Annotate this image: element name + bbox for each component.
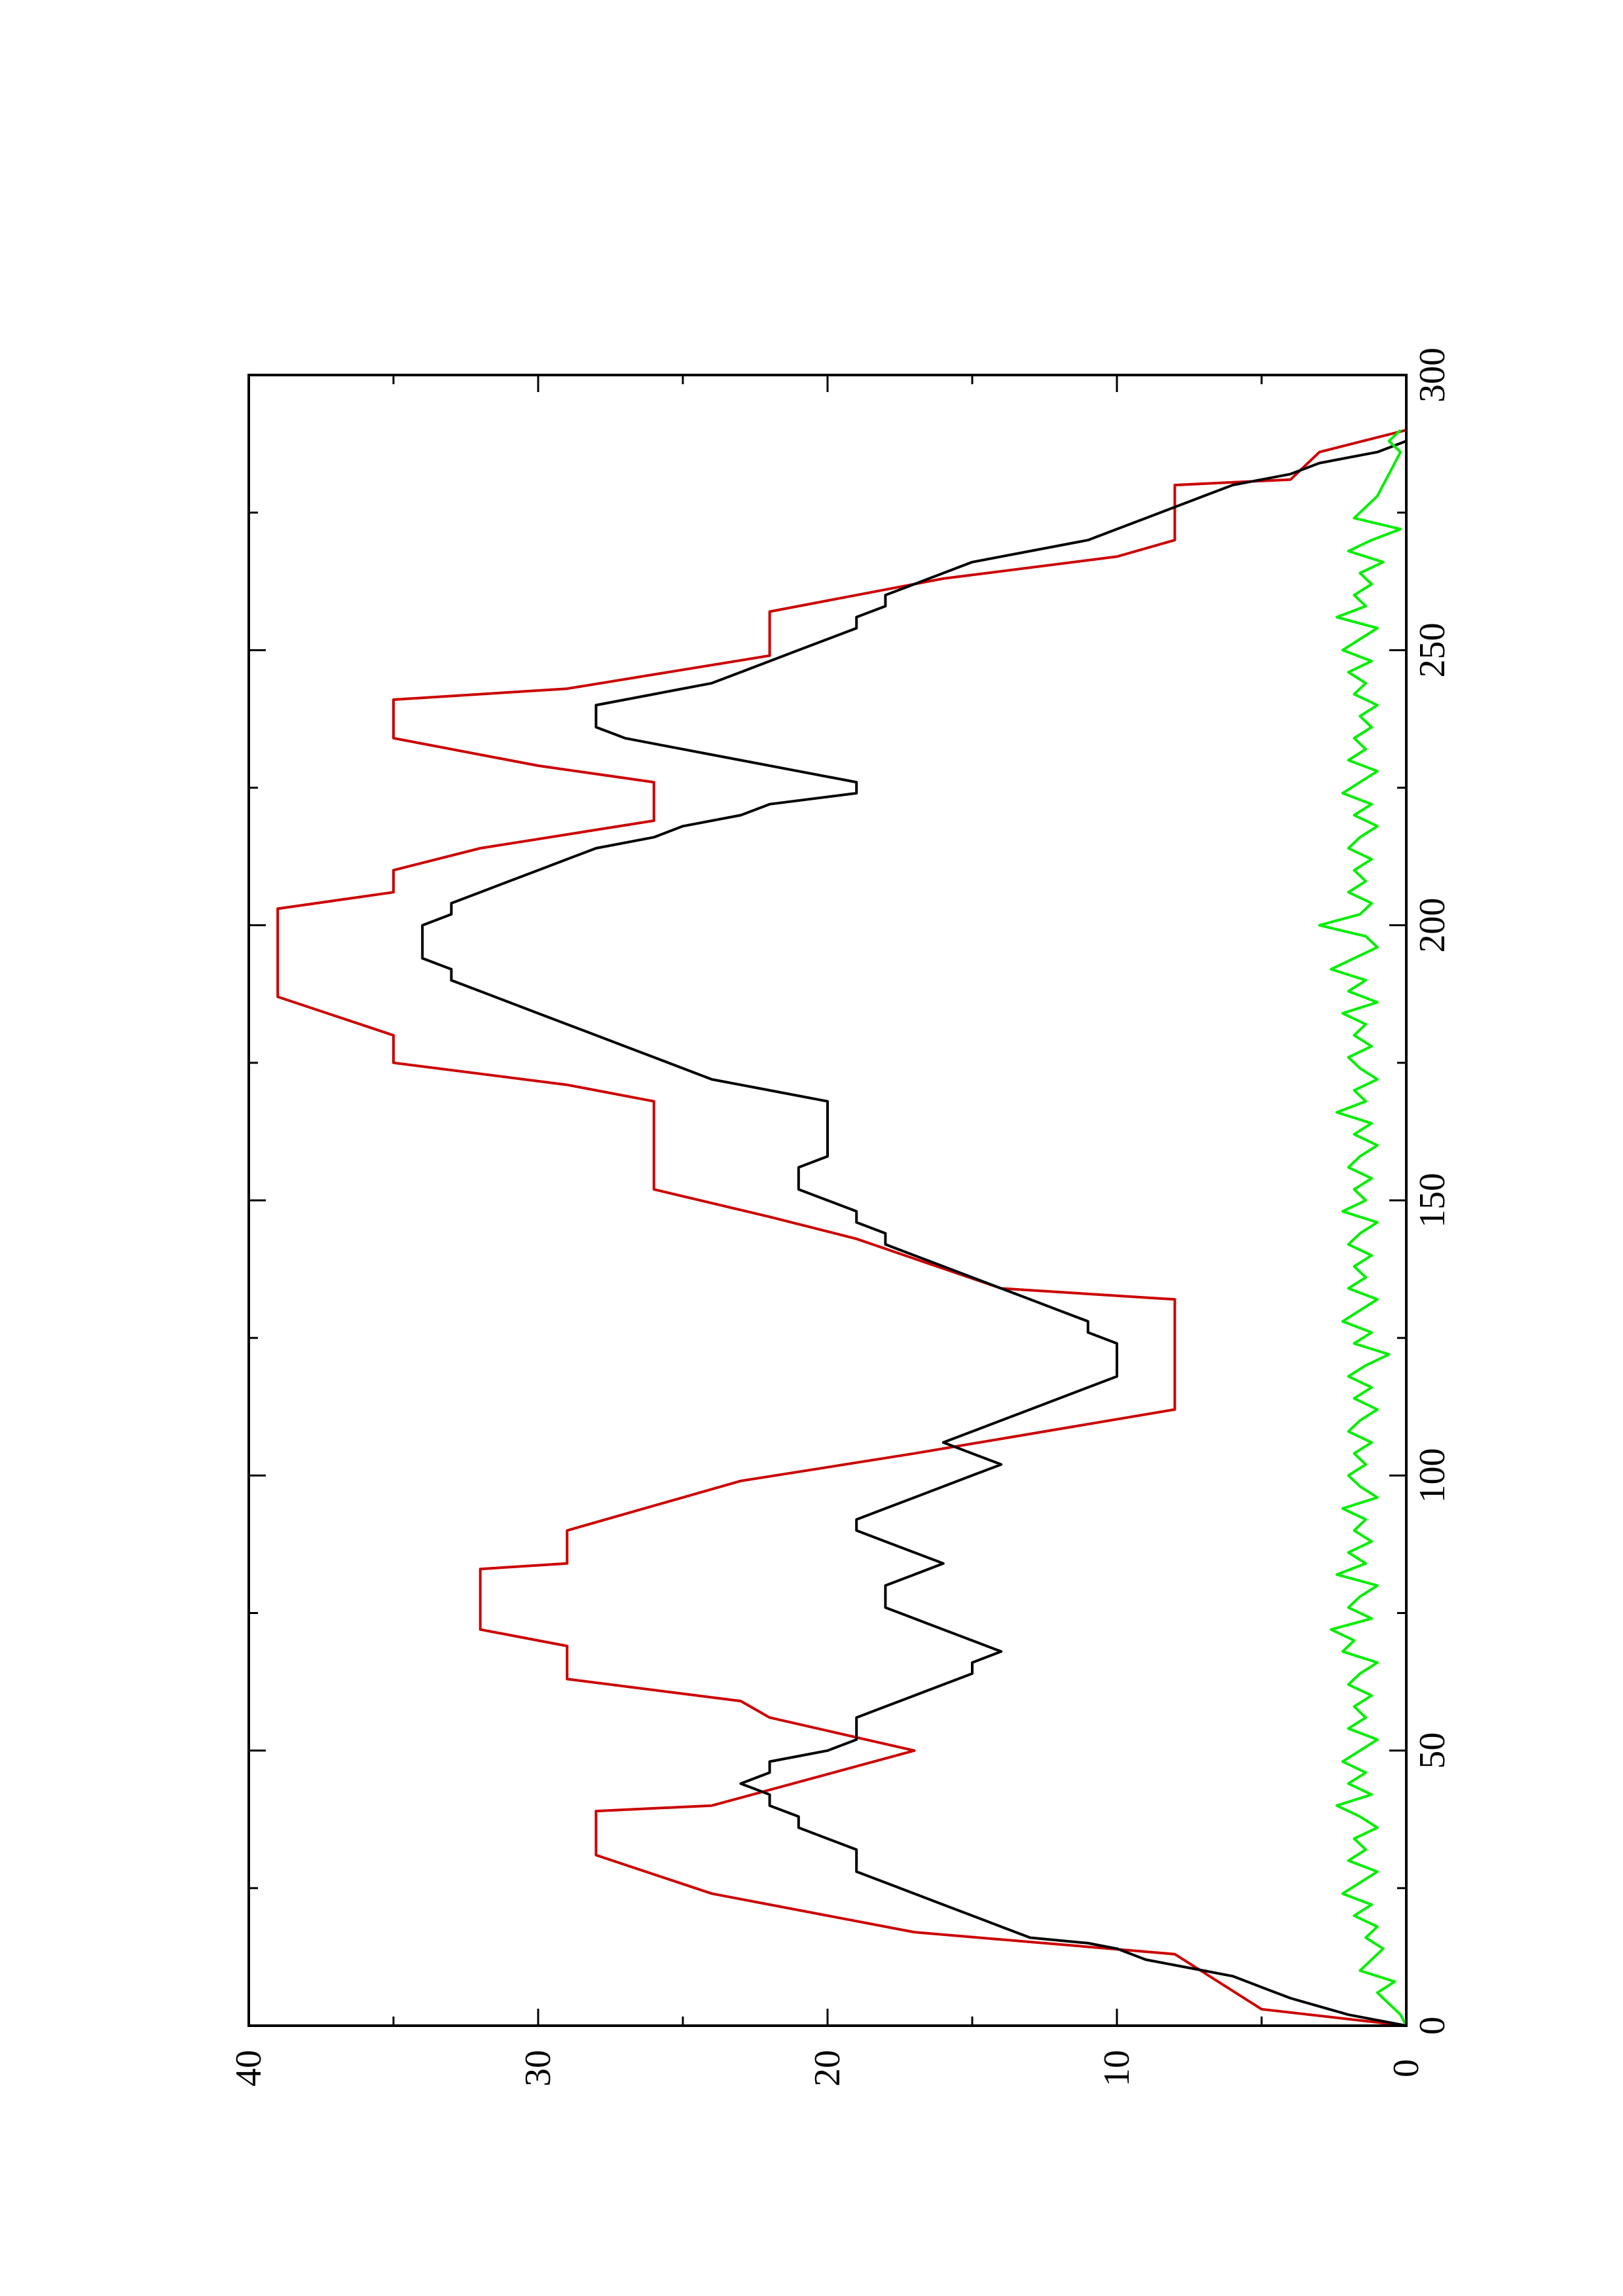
y-tick-label: 10: [1097, 2050, 1137, 2087]
tick-layer: 0 50 100 150 200 250 300 0 10 20 30 40: [228, 348, 1453, 2087]
series-layer: [276, 429, 1408, 2027]
x-tick-label: 200: [1412, 898, 1453, 953]
series-red-line: [276, 429, 1407, 2027]
y-tick-label: 30: [518, 2050, 558, 2087]
x-tick-label: 100: [1412, 1448, 1453, 1503]
y-tick-label: 40: [228, 2050, 269, 2087]
series-black-line: [421, 430, 1408, 2027]
y-tick-label: 0: [1386, 2059, 1427, 2077]
x-tick-label: 0: [1412, 2017, 1453, 2035]
y-tick-label: 20: [807, 2050, 848, 2087]
series-green-line: [1318, 429, 1408, 2026]
x-tick-label: 50: [1412, 1732, 1453, 1769]
x-tick-label: 150: [1412, 1173, 1453, 1228]
x-tick-label: 300: [1412, 348, 1453, 403]
x-tick-label: 250: [1412, 622, 1453, 677]
